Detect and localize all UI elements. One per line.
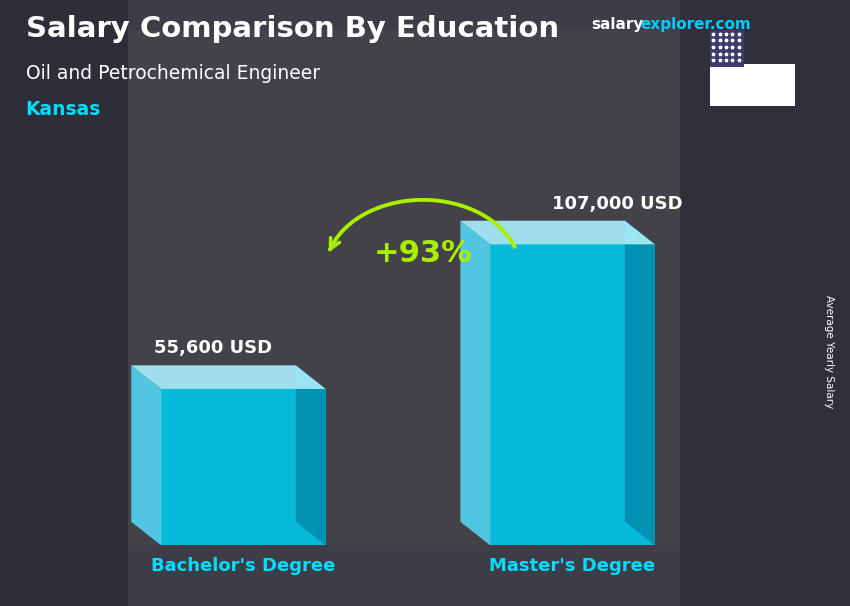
- Bar: [710, 88, 795, 94]
- Text: +93%: +93%: [374, 239, 473, 268]
- Polygon shape: [461, 221, 654, 244]
- Text: 107,000 USD: 107,000 USD: [552, 195, 683, 213]
- Bar: [710, 70, 795, 76]
- Bar: [128, 30, 680, 545]
- Text: Kansas: Kansas: [26, 100, 101, 119]
- Bar: [710, 94, 795, 100]
- Polygon shape: [131, 365, 326, 389]
- Bar: [710, 64, 795, 70]
- Text: salary: salary: [591, 17, 643, 32]
- Polygon shape: [461, 221, 490, 545]
- Polygon shape: [490, 244, 654, 545]
- Text: Oil and Petrochemical Engineer: Oil and Petrochemical Engineer: [26, 64, 320, 82]
- Polygon shape: [296, 365, 326, 545]
- Polygon shape: [162, 389, 326, 545]
- Text: Salary Comparison By Education: Salary Comparison By Education: [26, 15, 558, 43]
- Polygon shape: [625, 221, 654, 545]
- Text: Average Yearly Salary: Average Yearly Salary: [824, 295, 834, 408]
- Bar: [710, 30, 744, 67]
- Bar: [680, 0, 850, 606]
- Text: explorer.com: explorer.com: [640, 17, 751, 32]
- Bar: [0, 0, 128, 606]
- Text: 55,600 USD: 55,600 USD: [155, 339, 273, 358]
- Polygon shape: [131, 365, 162, 545]
- Bar: [710, 100, 795, 106]
- Bar: [710, 76, 795, 82]
- Bar: [710, 82, 795, 88]
